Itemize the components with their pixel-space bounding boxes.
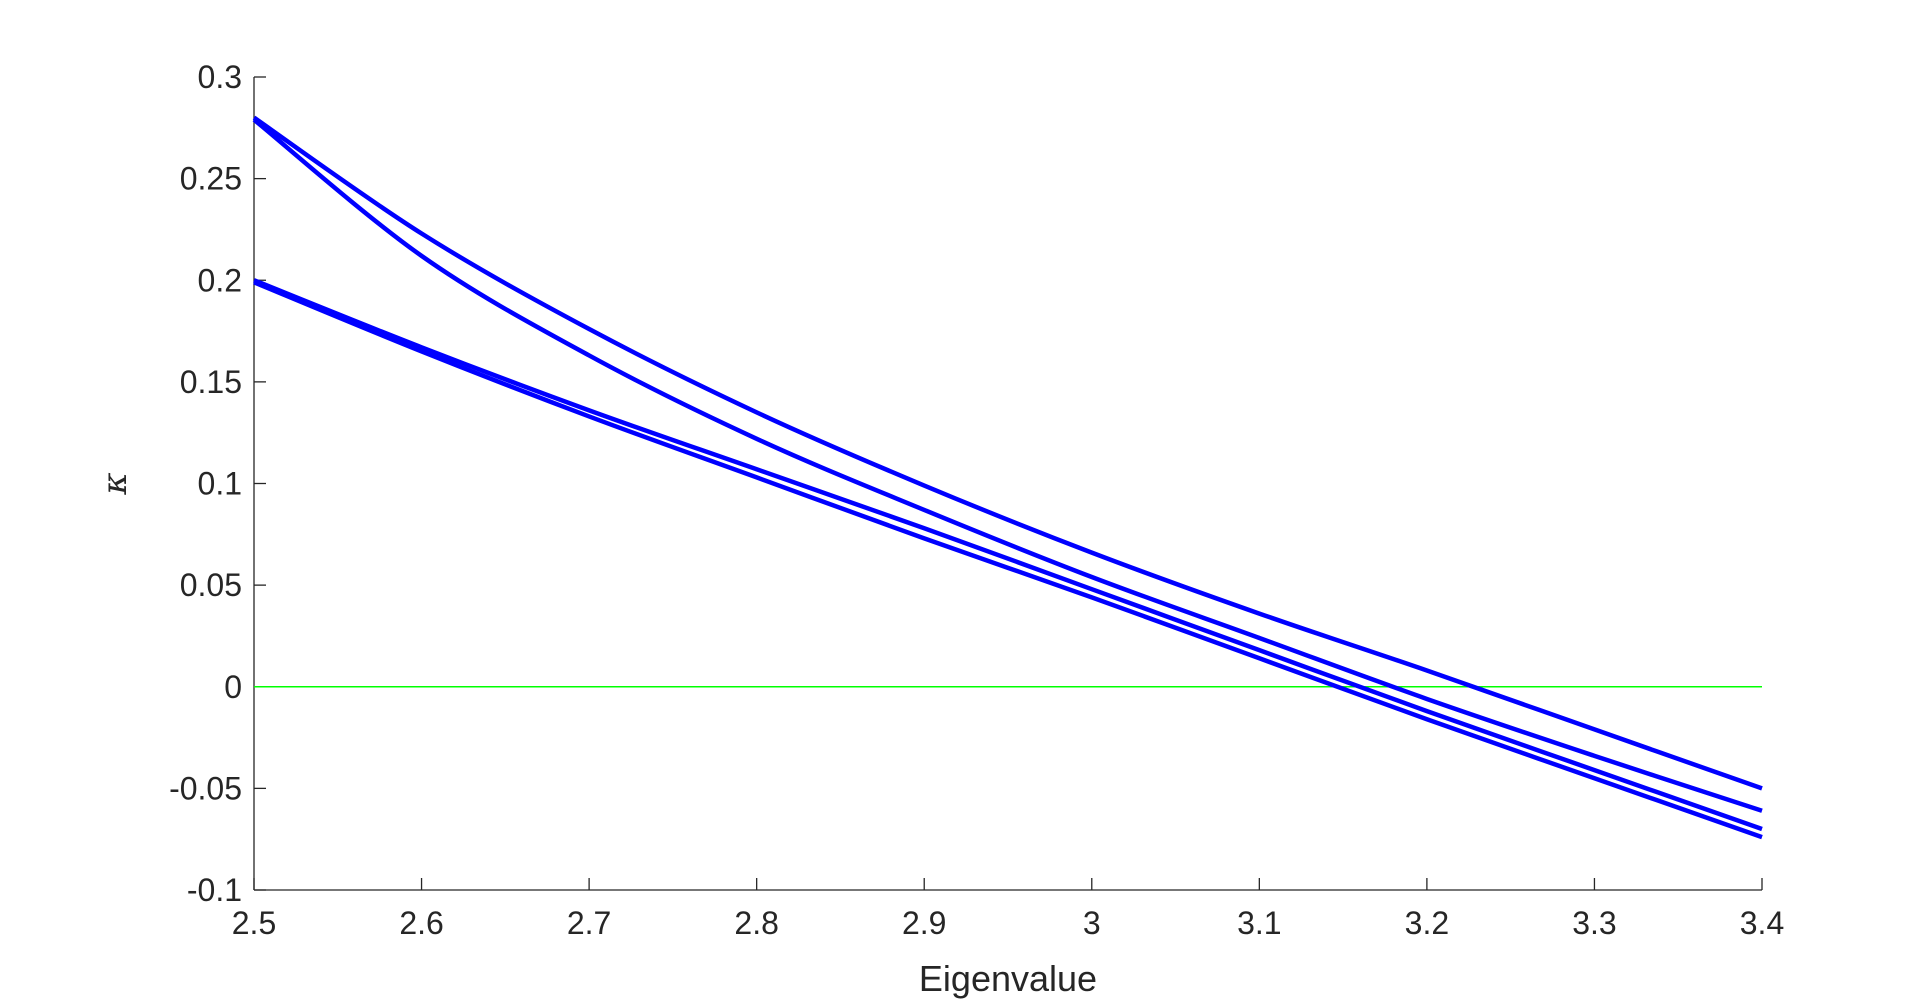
x-tick-label: 2.7 (567, 905, 611, 941)
x-ticks: 2.5 2.6 2.7 2.8 2.9 3 3.1 3.2 3.3 3.4 (232, 878, 1784, 941)
y-ticks: -0.1 -0.05 0 0.05 0.1 0.15 0.2 0.25 0.3 (169, 59, 266, 908)
series-line-3 (253, 278, 1763, 832)
x-tick-label: 2.8 (734, 905, 778, 941)
y-axis-title: κ (95, 472, 135, 495)
x-tick-label: 3.4 (1740, 905, 1784, 941)
series-lines (252, 115, 1763, 840)
y-tick-label: -0.05 (169, 770, 242, 806)
y-tick-label: 0.1 (198, 466, 242, 502)
axes (253, 77, 1762, 891)
series-line-1 (252, 115, 1763, 791)
x-tick-label: 3 (1083, 905, 1101, 941)
x-tick-label: 3.1 (1237, 905, 1281, 941)
y-tick-label: 0.25 (180, 161, 242, 197)
x-tick-label: 2.6 (399, 905, 443, 941)
x-tick-label: 3.2 (1405, 905, 1449, 941)
x-tick-label: 2.9 (902, 905, 946, 941)
y-tick-label: 0 (224, 669, 242, 705)
x-tick-label: 3.3 (1572, 905, 1616, 941)
y-tick-label: -0.1 (187, 872, 242, 908)
y-tick-label: 0.2 (198, 262, 242, 298)
x-axis-title: Eigenvalue (919, 958, 1097, 999)
x-tick-label: 2.5 (232, 905, 276, 941)
series-line-4 (253, 280, 1763, 840)
y-tick-label: 0.3 (198, 59, 242, 95)
series-line-2 (252, 117, 1763, 813)
y-tick-label: 0.05 (180, 567, 242, 603)
y-tick-label: 0.15 (180, 364, 242, 400)
